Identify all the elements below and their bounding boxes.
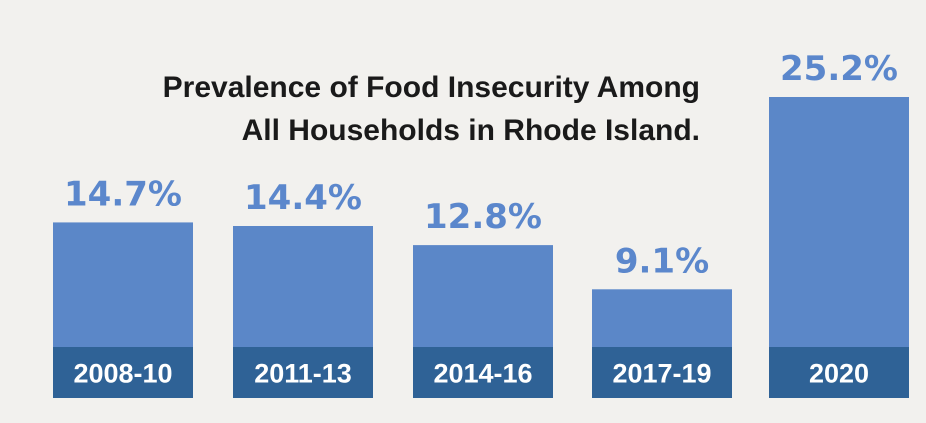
chart-title-line-2: All Households in Rhode Island.: [242, 114, 700, 147]
value-label-2020: 25.2%: [780, 49, 898, 89]
category-band-2008-10: [53, 347, 193, 398]
chart-title: Prevalence of Food Insecurity Among All …: [163, 71, 700, 147]
bars-layer: 2008-10 14.7% 2011-13 14.4% 2014-16 12.8% 2017…: [53, 49, 909, 398]
value-label-2017-19: 9.1%: [615, 241, 709, 281]
value-label-2014-16: 12.8%: [424, 197, 542, 237]
category-band-2020: [769, 347, 909, 398]
category-band-2011-13: [233, 347, 373, 398]
value-label-2008-10: 14.7%: [64, 174, 182, 214]
value-label-2011-13: 14.4%: [244, 178, 362, 218]
category-label-2011-13: 2011-13: [254, 359, 352, 389]
category-label-2017-19: 2017-19: [612, 359, 711, 389]
category-label-2020: 2020: [809, 359, 869, 389]
chart-title-line-1: Prevalence of Food Insecurity Among: [163, 71, 700, 104]
category-label-2008-10: 2008-10: [73, 359, 172, 389]
category-band-2017-19: [592, 347, 732, 398]
category-band-2014-16: [413, 347, 553, 398]
category-label-2014-16: 2014-16: [433, 359, 532, 389]
